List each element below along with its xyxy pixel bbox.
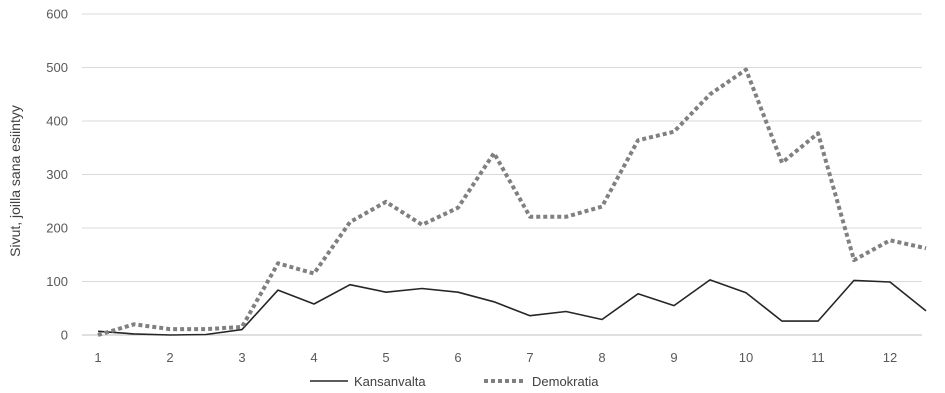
x-tick-label: 9 [670,350,677,365]
x-axis-ticks: 1 2 3 4 5 6 7 8 9 10 11 12 [94,350,897,365]
y-tick-label: 0 [61,328,68,343]
x-tick-label: 10 [739,350,753,365]
x-tick-label: 5 [382,350,389,365]
y-tick-label: 600 [46,7,68,22]
x-tick-label: 2 [166,350,173,365]
x-tick-label: 6 [454,350,461,365]
x-tick-label: 12 [883,350,897,365]
y-tick-label: 100 [46,274,68,289]
legend-label-demokratia: Demokratia [532,374,599,389]
series-line-kansanvalta [97,279,927,336]
x-tick-label: 8 [598,350,605,365]
y-tick-label: 200 [46,221,68,236]
y-tick-label: 400 [46,114,68,129]
y-tick-label: 300 [46,167,68,182]
y-axis-ticks: 0 100 200 300 400 500 600 [46,7,68,343]
gridlines [82,13,922,336]
y-axis-title: Sivut, joilla sana esiintyy [7,105,23,257]
x-tick-label: 3 [238,350,245,365]
legend-label-kansanvalta: Kansanvalta [354,374,426,389]
y-tick-label: 500 [46,60,68,75]
x-tick-label: 4 [310,350,317,365]
legend: Kansanvalta Demokratia [310,374,599,389]
series-line-demokratia [97,67,927,337]
x-tick-label: 7 [526,350,533,365]
x-tick-label: 11 [811,350,825,365]
series-lines [97,67,927,337]
x-tick-label: 1 [94,350,101,365]
